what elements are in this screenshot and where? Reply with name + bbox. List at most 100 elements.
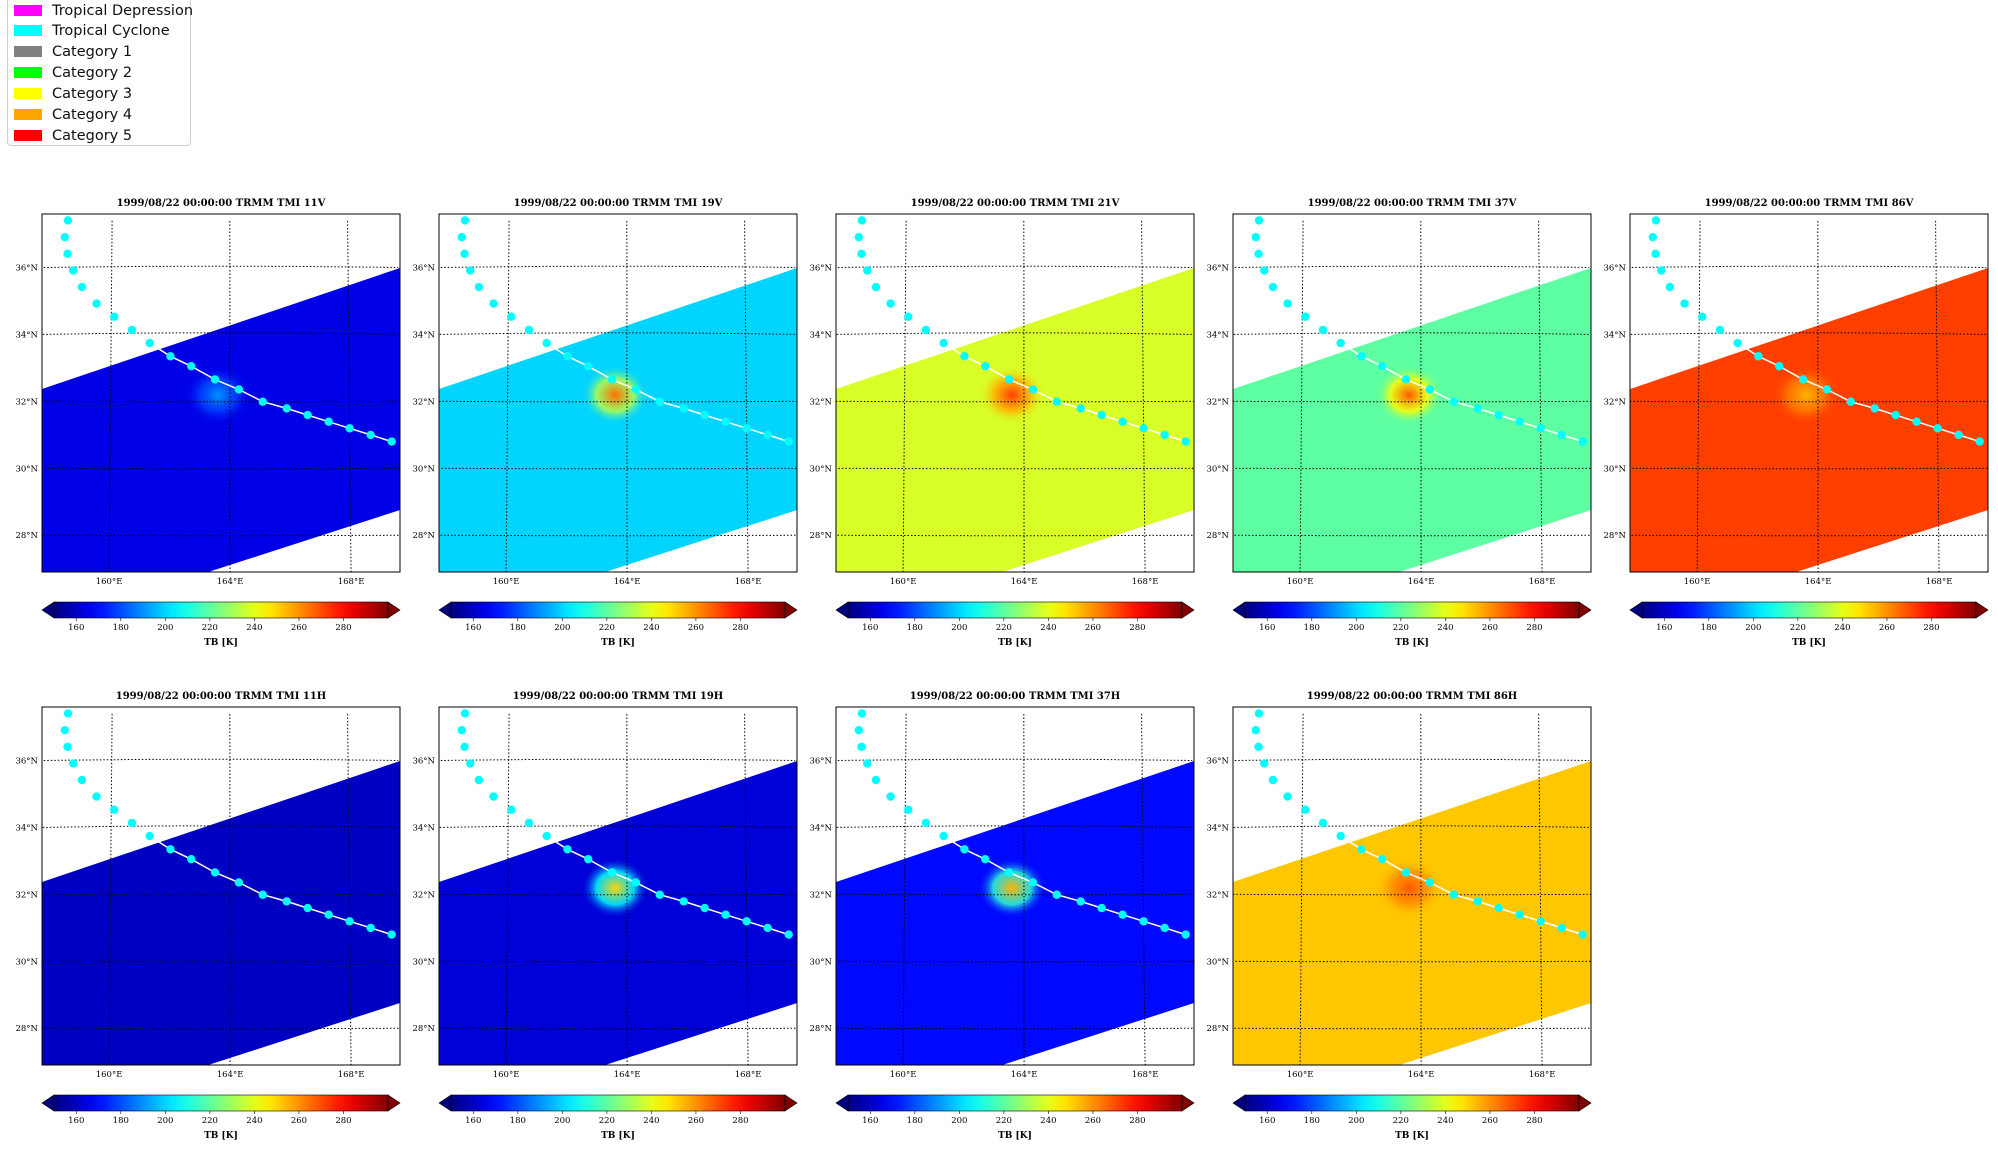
latitude-tick-label: 32°N	[809, 397, 832, 407]
track-point	[1301, 806, 1309, 814]
track-point	[1515, 417, 1523, 425]
swath-coverage	[42, 761, 400, 1067]
track-point	[1097, 904, 1105, 912]
colorbar-tick-label: 160	[1259, 1116, 1275, 1126]
latitude-gridline	[838, 759, 1192, 760]
colorbar-tick-label: 280	[1526, 623, 1542, 633]
colorbar-tick-label: 240	[643, 623, 659, 633]
colorbar-tick-label: 220	[1393, 623, 1409, 633]
track-point	[763, 924, 771, 932]
longitude-tick-label: 168°E	[1926, 577, 1953, 587]
colorbar-tick-label: 280	[732, 1116, 748, 1126]
colorbar-tick-label: 200	[1348, 623, 1364, 633]
track-point	[61, 726, 69, 734]
colorbar-tick-label: 160	[465, 623, 481, 633]
track-point	[1891, 411, 1899, 419]
track-point	[259, 398, 267, 406]
track-point	[1336, 339, 1344, 347]
colorbar-tick-label: 200	[554, 623, 570, 633]
colorbar-extend-high	[1579, 602, 1591, 618]
track-point	[1515, 910, 1523, 918]
track-point	[1975, 437, 1983, 445]
track-point	[1254, 250, 1262, 258]
track-point	[1283, 299, 1291, 307]
track-point	[1716, 326, 1724, 334]
colorbar-tick-label: 160	[1259, 623, 1275, 633]
colorbar-label: TB [K]	[601, 1131, 635, 1141]
colorbar-gradient	[1245, 1095, 1579, 1111]
colorbar-tick-label: 220	[1790, 623, 1806, 633]
track-point	[145, 339, 153, 347]
storm-signature	[184, 365, 252, 425]
latitude-tick-label: 34°N	[809, 823, 832, 833]
track-point	[1260, 266, 1268, 274]
longitude-tick-label: 160°E	[493, 1070, 520, 1080]
colorbar-tick-label: 200	[951, 623, 967, 633]
track-point	[1698, 313, 1706, 321]
track-point	[1666, 283, 1674, 291]
track-point	[1005, 868, 1013, 876]
colorbar-tick-label: 160	[1656, 623, 1672, 633]
colorbar-extend-high	[785, 602, 797, 618]
track-point	[110, 313, 118, 321]
panel-title: 1999/08/22 00:00:00 TRMM TMI 86V	[1705, 198, 1914, 209]
colorbar-tick-label: 240	[246, 1116, 262, 1126]
track-point	[1255, 709, 1263, 717]
colorbar-tick-label: 180	[1304, 1116, 1320, 1126]
track-point	[1319, 326, 1327, 334]
track-point	[507, 313, 515, 321]
latitude-tick-label: 34°N	[1206, 823, 1229, 833]
track-point	[1954, 431, 1962, 439]
colorbar-tick-label: 200	[951, 1116, 967, 1126]
track-point	[78, 776, 86, 784]
track-point	[584, 362, 592, 370]
panel-title: 1999/08/22 00:00:00 TRMM TMI 86H	[1307, 691, 1517, 702]
track-point	[1260, 759, 1268, 767]
track-point	[1494, 904, 1502, 912]
track-point	[1139, 917, 1147, 925]
track-point	[1181, 930, 1189, 938]
colorbar-tick-label: 240	[1040, 1116, 1056, 1126]
track-point	[92, 792, 100, 800]
latitude-tick-label: 30°N	[809, 464, 832, 474]
track-point	[1557, 431, 1565, 439]
track-point	[489, 299, 497, 307]
storm-signature	[978, 365, 1046, 425]
latitude-tick-label: 36°N	[809, 264, 832, 274]
storm-signature	[1375, 858, 1443, 918]
longitude-tick-label: 160°E	[1287, 1070, 1314, 1080]
latitude-gridline	[44, 266, 398, 267]
colorbar-extend-high	[785, 1095, 797, 1111]
track-point	[1536, 917, 1544, 925]
track-point	[763, 431, 771, 439]
storm-signature	[1375, 365, 1443, 425]
colorbar-tick-label: 160	[862, 1116, 878, 1126]
track-point	[857, 743, 865, 751]
colorbar-label: TB [K]	[1792, 638, 1826, 648]
colorbar-tick-label: 260	[1879, 623, 1895, 633]
panel-title: 1999/08/22 00:00:00 TRMM TMI 21V	[911, 198, 1120, 209]
track-point	[366, 431, 374, 439]
track-point	[886, 792, 894, 800]
longitude-tick-label: 168°E	[735, 577, 762, 587]
track-point	[1871, 404, 1879, 412]
latitude-tick-label: 30°N	[412, 957, 435, 967]
map-panel: 1999/08/22 00:00:00 TRMM TMI 11H28°N30°N…	[15, 691, 402, 1141]
track-point	[1139, 424, 1147, 432]
track-point	[1319, 819, 1327, 827]
latitude-tick-label: 28°N	[412, 531, 435, 541]
track-point	[63, 743, 71, 751]
track-point	[458, 726, 466, 734]
track-point	[1557, 924, 1565, 932]
track-point	[461, 216, 469, 224]
latitude-tick-label: 34°N	[412, 823, 435, 833]
colorbar-tick-label: 260	[291, 1116, 307, 1126]
latitude-tick-label: 36°N	[809, 757, 832, 767]
track-point	[211, 375, 219, 383]
colorbar-extend-low	[836, 1095, 848, 1111]
track-point	[858, 709, 866, 717]
track-point	[1649, 233, 1657, 241]
longitude-tick-label: 168°E	[338, 1070, 365, 1080]
